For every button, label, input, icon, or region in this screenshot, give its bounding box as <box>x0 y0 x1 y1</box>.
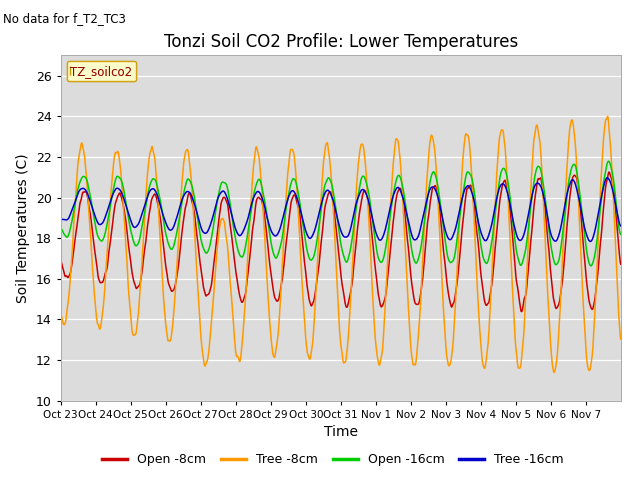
Tree -16cm <box>617 223 625 229</box>
Line: Open -16cm: Open -16cm <box>61 161 621 266</box>
Line: Open -8cm: Open -8cm <box>61 172 621 312</box>
Tree -8cm <box>473 272 481 277</box>
Open -8cm <box>57 258 65 264</box>
Line: Tree -8cm: Tree -8cm <box>61 116 621 372</box>
Tree -8cm <box>326 160 334 166</box>
Open -8cm <box>556 300 563 306</box>
Tree -16cm <box>555 232 563 238</box>
Y-axis label: Soil Temperatures (C): Soil Temperatures (C) <box>17 153 30 303</box>
Tree -8cm <box>145 162 152 168</box>
Open -16cm <box>617 231 625 237</box>
Tree -8cm <box>617 336 625 342</box>
Line: Tree -16cm: Tree -16cm <box>61 178 621 241</box>
Tree -16cm <box>57 216 65 222</box>
Open -16cm <box>145 189 152 194</box>
Open -16cm <box>473 209 481 215</box>
Tree -8cm <box>57 312 65 317</box>
Tree -16cm <box>587 239 595 244</box>
Open -8cm <box>605 169 613 175</box>
Open -8cm <box>617 261 625 267</box>
Open -16cm <box>326 177 334 182</box>
Tree -16cm <box>326 190 334 196</box>
Tree -8cm <box>611 213 618 218</box>
Open -16cm <box>57 227 65 232</box>
X-axis label: Time: Time <box>324 425 358 439</box>
Open -16cm <box>587 263 595 269</box>
Tree -16cm <box>316 208 323 214</box>
Open -8cm <box>518 309 525 314</box>
Tree -8cm <box>550 370 558 375</box>
Tree -8cm <box>556 324 563 330</box>
Open -8cm <box>473 228 481 234</box>
Open -8cm <box>326 189 334 195</box>
Open -16cm <box>611 182 618 188</box>
Legend: TZ_soilco2: TZ_soilco2 <box>67 61 136 81</box>
Tree -16cm <box>145 192 152 197</box>
Open -16cm <box>555 258 563 264</box>
Open -16cm <box>316 220 323 226</box>
Text: No data for f_T2_TC3: No data for f_T2_TC3 <box>3 12 126 25</box>
Tree -8cm <box>316 222 323 228</box>
Title: Tonzi Soil CO2 Profile: Lower Temperatures: Tonzi Soil CO2 Profile: Lower Temperatur… <box>164 33 518 51</box>
Open -8cm <box>316 258 323 264</box>
Open -8cm <box>611 191 618 197</box>
Tree -8cm <box>604 113 611 119</box>
Tree -16cm <box>604 175 611 180</box>
Legend: Open -8cm, Tree -8cm, Open -16cm, Tree -16cm: Open -8cm, Tree -8cm, Open -16cm, Tree -… <box>97 448 569 471</box>
Open -8cm <box>145 217 152 223</box>
Open -16cm <box>605 158 612 164</box>
Tree -16cm <box>473 211 481 216</box>
Tree -16cm <box>611 195 618 201</box>
